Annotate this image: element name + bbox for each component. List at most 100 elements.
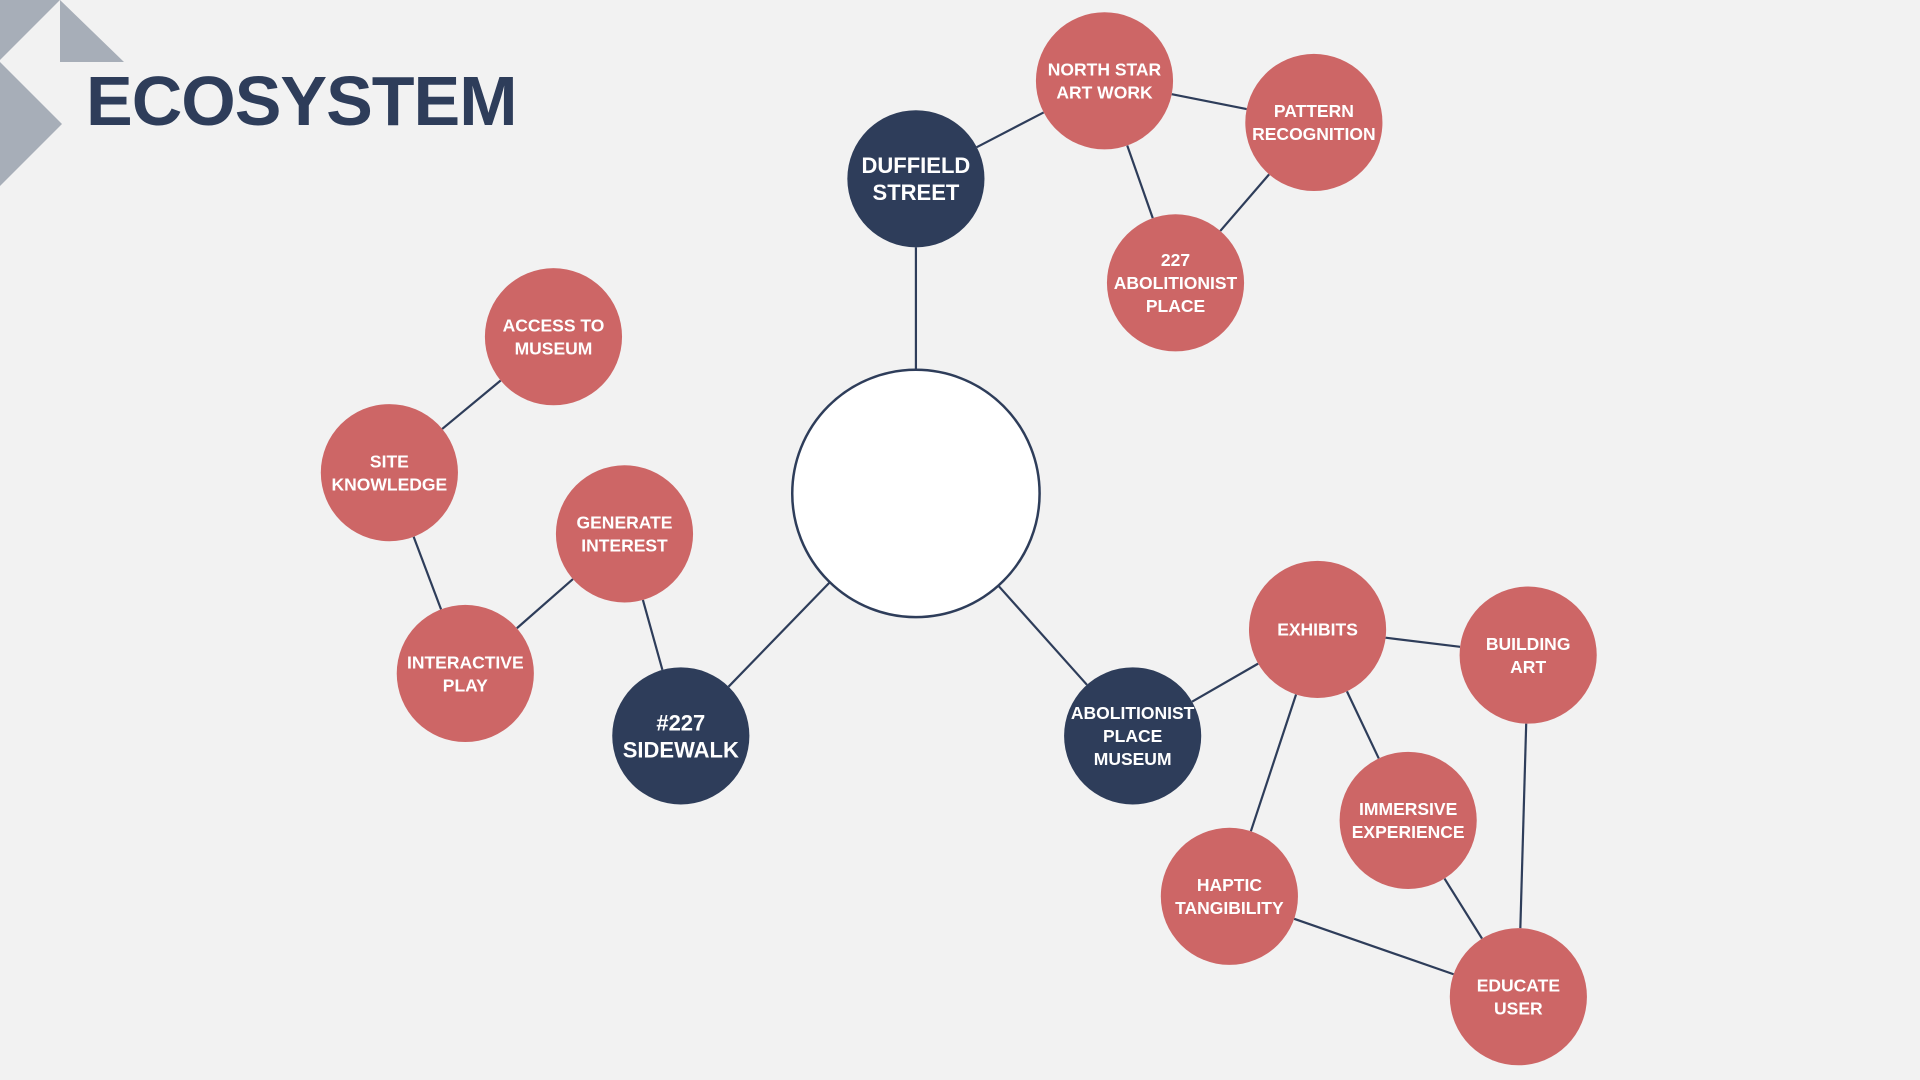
node-haptic: HAPTIC TANGIBILITY (1160, 827, 1298, 965)
node-label-line: TANGIBILITY (1175, 898, 1284, 918)
node-label-line: PATTERN (1274, 101, 1354, 121)
node-building-label: BUILDING ART (1486, 634, 1571, 677)
edge-exhibits-building (1385, 636, 1461, 648)
edge-duffield-northstar (976, 111, 1045, 149)
node-abol227-label: 227 ABOLITIONIST PLACE (1114, 250, 1238, 316)
node-sidewalk-label: #227 SIDEWALK (623, 710, 739, 762)
edge-northstar-abol227 (1126, 145, 1154, 219)
center-node (790, 368, 1041, 619)
node-museum-label: ABOLITIONIST PLACE MUSEUM (1071, 703, 1195, 769)
node-access: ACCESS TO MUSEUM (484, 268, 623, 406)
node-label-line: 227 (1161, 250, 1190, 270)
node-abol227: 227 ABOLITIONIST PLACE (1106, 214, 1245, 352)
edge-pattern-abol227 (1219, 173, 1270, 232)
node-pattern: PATTERN RECOGNITION (1245, 53, 1383, 192)
node-northstar-label: NORTH STAR ART WORK (1048, 60, 1162, 103)
node-label-line: EDUCATE (1477, 976, 1560, 996)
node-generate: GENERATE INTEREST (555, 465, 694, 603)
edge-center-museum (997, 584, 1088, 686)
node-label-line: SITE (370, 451, 409, 471)
node-label-line: EXHIBITS (1277, 620, 1358, 640)
node-exhibits: EXHIBITS (1248, 560, 1387, 698)
edge-generate-sidewalk (641, 599, 664, 671)
node-label-line: STREET (873, 180, 960, 205)
node-label-line: #227 (656, 710, 705, 735)
node-haptic-circle (1160, 827, 1298, 965)
node-label-line: INTERACTIVE (407, 652, 524, 672)
node-immersive-circle (1339, 751, 1477, 889)
node-building-circle (1459, 586, 1597, 724)
node-label-line: GENERATE (577, 513, 673, 533)
node-generate-label: GENERATE INTEREST (577, 513, 673, 556)
node-label-line: ABOLITIONIST (1071, 703, 1195, 723)
logo-triangle-bottom (0, 124, 62, 186)
node-label-line: BUILDING (1486, 634, 1571, 654)
node-educate-label: EDUCATE USER (1477, 976, 1560, 1019)
node-label-line: IMMERSIVE (1359, 799, 1457, 819)
edge-site-interactive (412, 536, 443, 610)
node-sidewalk-circle (612, 667, 750, 805)
node-immersive: IMMERSIVE EXPERIENCE (1339, 751, 1477, 889)
node-generate-circle (555, 465, 694, 603)
node-label-line: ART (1510, 657, 1546, 677)
edge-access-site (441, 379, 502, 430)
edge-building-educate (1519, 723, 1528, 929)
node-site-label: SITE KNOWLEDGE (332, 451, 448, 494)
node-label-line: USER (1494, 999, 1543, 1019)
node-duffield: DUFFIELD STREET (847, 110, 985, 248)
node-label-line: INTEREST (581, 536, 668, 556)
node-museum-circle (1064, 667, 1202, 805)
node-duffield-label: DUFFIELD STREET (862, 153, 971, 205)
node-northstar: NORTH STAR ART WORK (1035, 12, 1174, 150)
triangle-logo-icon (0, 0, 124, 186)
logo-triangle-upper (60, 0, 124, 62)
node-exhibits-label: EXHIBITS (1277, 620, 1358, 640)
edge-immersive-educate (1443, 877, 1483, 940)
node-label-line: ACCESS TO (503, 316, 605, 336)
node-label-line: DUFFIELD (862, 153, 971, 178)
node-label-line: KNOWLEDGE (332, 474, 448, 494)
node-exhibits-circle (1248, 560, 1387, 698)
node-immersive-label: IMMERSIVE EXPERIENCE (1352, 799, 1465, 842)
node-interactive: INTERACTIVE PLAY (396, 604, 534, 743)
node-label-line: RECOGNITION (1252, 124, 1375, 144)
node-site-circle (320, 404, 458, 542)
edges-layer (412, 93, 1528, 976)
edge-exhibits-immersive (1345, 690, 1380, 759)
node-northstar-circle (1035, 12, 1174, 150)
center-node-background (792, 369, 1040, 618)
edge-interactive-generate (516, 578, 574, 630)
node-label-line: ART WORK (1056, 83, 1153, 103)
node-label-line: EXPERIENCE (1352, 822, 1465, 842)
node-duffield-circle (847, 110, 985, 248)
edge-northstar-pattern (1171, 93, 1247, 111)
node-interactive-circle (396, 604, 534, 743)
node-label-line: PLAY (443, 675, 488, 695)
node-access-label: ACCESS TO MUSEUM (503, 316, 605, 359)
node-label-line: MUSEUM (515, 339, 593, 359)
node-label-line: PLACE (1103, 726, 1162, 746)
node-label-line: MUSEUM (1094, 749, 1172, 769)
node-site: SITE KNOWLEDGE (320, 404, 458, 542)
node-label-line: PLACE (1146, 296, 1205, 316)
node-pattern-label: PATTERN RECOGNITION (1252, 101, 1375, 144)
node-building: BUILDING ART (1459, 586, 1597, 724)
node-label-line: NORTH STAR (1048, 60, 1162, 80)
node-label-line: ABOLITIONIST (1114, 273, 1238, 293)
node-abol227-circle (1106, 214, 1245, 352)
node-museum: ABOLITIONIST PLACE MUSEUM (1064, 667, 1202, 805)
edge-haptic-educate (1293, 917, 1454, 976)
logo-triangle-middle (0, 62, 62, 124)
node-interactive-label: INTERACTIVE PLAY (407, 652, 524, 695)
logo-triangle-top (0, 0, 60, 60)
node-educate: EDUCATE USER (1449, 928, 1587, 1066)
node-access-circle (484, 268, 623, 406)
node-label-line: SIDEWALK (623, 737, 739, 762)
node-educate-circle (1449, 928, 1587, 1066)
center-node-ring (790, 368, 1041, 619)
edge-exhibits-haptic (1249, 694, 1298, 832)
node-haptic-label: HAPTIC TANGIBILITY (1175, 875, 1284, 918)
nodes-layer: DUFFIELD STREET #227 SIDEWALK ABOLITIONIST PL… (320, 12, 1597, 1066)
node-pattern-circle (1245, 53, 1383, 192)
